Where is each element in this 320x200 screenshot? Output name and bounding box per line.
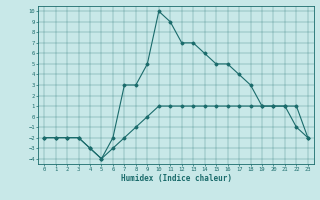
X-axis label: Humidex (Indice chaleur): Humidex (Indice chaleur) <box>121 174 231 183</box>
